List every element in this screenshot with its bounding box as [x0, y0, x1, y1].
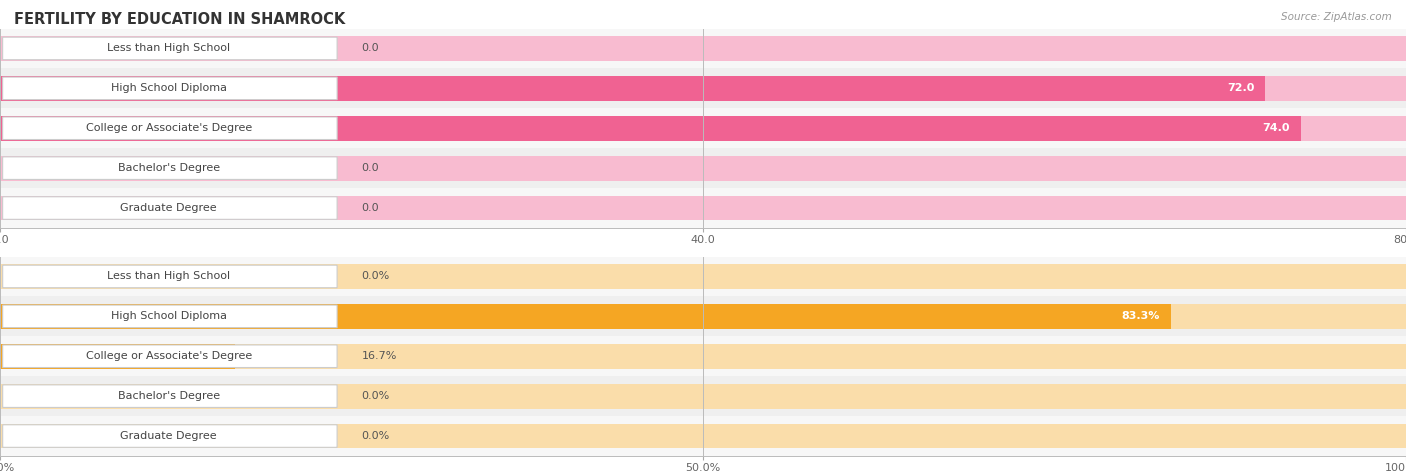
FancyBboxPatch shape: [3, 37, 337, 60]
Bar: [0, 424, 1406, 448]
Bar: [0, 304, 1171, 329]
Bar: [0, 416, 1406, 456]
Bar: [0, 116, 1406, 141]
Text: Graduate Degree: Graduate Degree: [121, 431, 217, 441]
Bar: [0, 156, 1406, 180]
Text: High School Diploma: High School Diploma: [111, 311, 226, 322]
FancyBboxPatch shape: [3, 197, 337, 219]
Bar: [0, 384, 1406, 408]
Text: Bachelor's Degree: Bachelor's Degree: [118, 163, 219, 173]
Text: 0.0: 0.0: [361, 163, 380, 173]
Text: 83.3%: 83.3%: [1122, 311, 1160, 322]
Bar: [0, 76, 1406, 101]
FancyBboxPatch shape: [3, 265, 337, 288]
Text: College or Associate's Degree: College or Associate's Degree: [86, 351, 252, 361]
Bar: [0, 68, 1406, 108]
FancyBboxPatch shape: [3, 425, 337, 447]
Text: 72.0: 72.0: [1227, 83, 1254, 94]
Bar: [0, 376, 1406, 416]
Bar: [0, 76, 1265, 101]
Bar: [0, 36, 1406, 61]
Bar: [0, 256, 1406, 296]
Text: Less than High School: Less than High School: [107, 43, 231, 54]
Text: Graduate Degree: Graduate Degree: [121, 203, 217, 213]
FancyBboxPatch shape: [3, 305, 337, 328]
Text: Source: ZipAtlas.com: Source: ZipAtlas.com: [1281, 12, 1392, 22]
FancyBboxPatch shape: [3, 77, 337, 100]
Text: FERTILITY BY EDUCATION IN SHAMROCK: FERTILITY BY EDUCATION IN SHAMROCK: [14, 12, 346, 27]
Text: 0.0: 0.0: [361, 203, 380, 213]
Text: 0.0%: 0.0%: [361, 431, 389, 441]
Text: 0.0%: 0.0%: [361, 271, 389, 282]
Bar: [0, 304, 1406, 329]
Bar: [0, 344, 1406, 369]
Text: High School Diploma: High School Diploma: [111, 83, 226, 94]
Bar: [0, 148, 1406, 188]
Bar: [0, 188, 1406, 228]
Bar: [0, 28, 1406, 68]
Bar: [0, 108, 1406, 148]
Text: 0.0%: 0.0%: [361, 391, 389, 401]
Text: 74.0: 74.0: [1261, 123, 1289, 133]
FancyBboxPatch shape: [3, 385, 337, 408]
FancyBboxPatch shape: [3, 157, 337, 180]
Text: College or Associate's Degree: College or Associate's Degree: [86, 123, 252, 133]
Text: 16.7%: 16.7%: [361, 351, 396, 361]
Bar: [0, 344, 235, 369]
Bar: [0, 116, 1301, 141]
Text: Less than High School: Less than High School: [107, 271, 231, 282]
Text: 0.0: 0.0: [361, 43, 380, 54]
FancyBboxPatch shape: [3, 345, 337, 368]
FancyBboxPatch shape: [3, 117, 337, 140]
Bar: [0, 336, 1406, 376]
Bar: [0, 196, 1406, 220]
Bar: [0, 264, 1406, 289]
Text: Bachelor's Degree: Bachelor's Degree: [118, 391, 219, 401]
Bar: [0, 296, 1406, 336]
